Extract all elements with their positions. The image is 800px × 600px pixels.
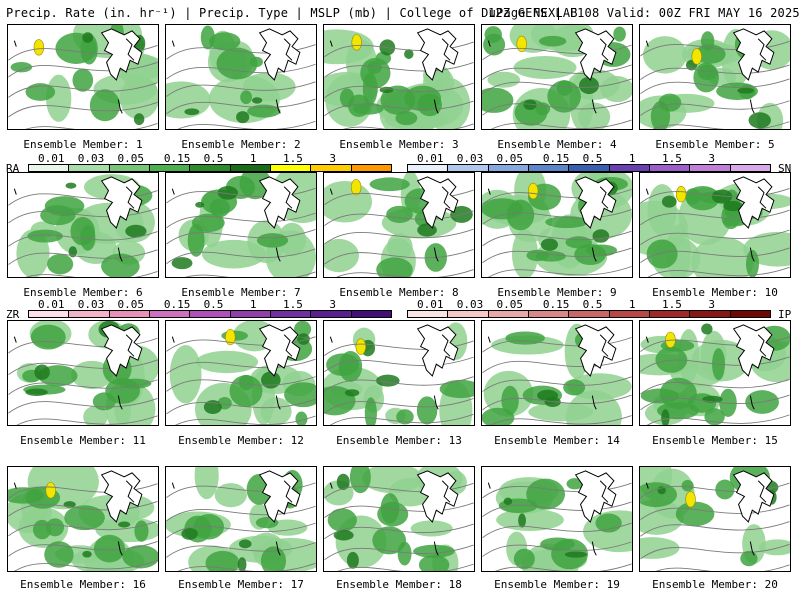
legend-swatch	[609, 165, 650, 171]
legend-swatch	[528, 311, 570, 317]
rain-label: RA	[6, 162, 20, 175]
header: Precip. Rate (in. hr⁻¹) | Precip. Type |…	[0, 0, 800, 24]
snow-color-bar	[407, 164, 771, 172]
ensemble-member-label: Ensemble Member: 10	[652, 286, 778, 299]
legend-swatch	[29, 165, 70, 171]
ensemble-member-label: Ensemble Member: 16	[20, 578, 146, 591]
legend-swatch	[109, 311, 150, 317]
ensemble-member-label: Ensemble Member: 14	[494, 434, 620, 447]
ensemble-member-label: Ensemble Member: 5	[655, 138, 775, 151]
ensemble-member-label: Ensemble Member: 6	[23, 286, 143, 299]
legend-swatch	[488, 165, 529, 171]
legend-swatch	[609, 311, 650, 317]
legend-swatch	[270, 165, 312, 171]
ensemble-map-panel	[7, 24, 159, 130]
header-title: Precip. Rate (in. hr⁻¹) | Precip. Type |…	[6, 6, 578, 20]
legend-swatch	[569, 165, 610, 171]
ice-pellets-label: IP	[778, 308, 792, 321]
freezing-rain-color-bar	[28, 310, 392, 318]
ensemble-member-label: Ensemble Member: 3	[339, 138, 459, 151]
legend-swatch	[408, 311, 449, 317]
legend-swatch	[448, 165, 489, 171]
legend-swatch	[190, 165, 231, 171]
legend-swatch	[690, 165, 731, 171]
legend-swatch	[230, 311, 271, 317]
legend-swatch	[730, 311, 770, 317]
legend-swatch	[149, 311, 191, 317]
legend-freezing-ice: ZR 0.01 0.03 0.05 0.15 0.5 1 1.5 3 0.01 …	[0, 298, 800, 324]
legend-swatch	[730, 165, 770, 171]
ensemble-member-label: Ensemble Member: 12	[178, 434, 304, 447]
ensemble-map-panel	[639, 24, 791, 130]
snow-scale-values: 0.01 0.03 0.05 0.15 0.5 1 1.5 3	[417, 152, 716, 165]
legend-swatch	[149, 165, 191, 171]
legend-swatch	[311, 165, 352, 171]
ensemble-map-panel	[165, 172, 317, 278]
ensemble-member-label: Ensemble Member: 17	[178, 578, 304, 591]
legend-swatch	[109, 165, 150, 171]
ensemble-map-panel	[481, 320, 633, 426]
ensemble-map-panel	[481, 172, 633, 278]
ensemble-map-panel	[165, 320, 317, 426]
rain-scale-values: 0.01 0.03 0.05 0.15 0.5 1 1.5 3	[38, 152, 337, 165]
ensemble-map-panel	[7, 466, 159, 572]
legend-swatch	[230, 165, 271, 171]
legend-swatch	[29, 311, 70, 317]
ensemble-member-label: Ensemble Member: 9	[497, 286, 617, 299]
ensemble-map-panel	[323, 172, 475, 278]
ensemble-map-panel	[165, 24, 317, 130]
rain-color-bar	[28, 164, 392, 172]
freezing-rain-scale-values: 0.01 0.03 0.05 0.15 0.5 1 1.5 3	[38, 298, 337, 311]
ensemble-member-label: Ensemble Member: 1	[23, 138, 143, 151]
freezing-rain-label: ZR	[6, 308, 20, 321]
ensemble-member-label: Ensemble Member: 2	[181, 138, 301, 151]
legend-swatch	[528, 165, 570, 171]
ensemble-member-label: Ensemble Member: 8	[339, 286, 459, 299]
ensemble-member-label: Ensemble Member: 20	[652, 578, 778, 591]
legend-swatch	[448, 311, 489, 317]
legend-swatch	[408, 165, 449, 171]
ensemble-member-label: Ensemble Member: 4	[497, 138, 617, 151]
legend-swatch	[488, 311, 529, 317]
ensemble-map-panel	[481, 466, 633, 572]
ensemble-member-label: Ensemble Member: 7	[181, 286, 301, 299]
legend-swatch	[351, 311, 391, 317]
legend-rain-snow: RA 0.01 0.03 0.05 0.15 0.5 1 1.5 3 0.01 …	[0, 148, 800, 175]
legend-swatch	[270, 311, 312, 317]
legend-swatch	[190, 311, 231, 317]
legend-swatch	[311, 311, 352, 317]
snow-label: SN	[778, 162, 792, 175]
legend-swatch	[690, 311, 731, 317]
ensemble-map-panel	[323, 320, 475, 426]
ensemble-map-panel	[481, 24, 633, 130]
ensemble-map-panel	[7, 320, 159, 426]
ensemble-member-label: Ensemble Member: 13	[336, 434, 462, 447]
ensemble-map-panel	[165, 466, 317, 572]
legend-swatch	[649, 311, 691, 317]
header-valid-time: 12Z GEFS | F108 Valid: 00Z FRI MAY 16 20…	[488, 6, 800, 20]
legend-swatch	[69, 165, 110, 171]
ensemble-map-panel	[323, 466, 475, 572]
ensemble-member-label: Ensemble Member: 11	[20, 434, 146, 447]
legend-swatch	[569, 311, 610, 317]
legend-swatch	[69, 311, 110, 317]
ensemble-member-label: Ensemble Member: 15	[652, 434, 778, 447]
ensemble-member-label: Ensemble Member: 18	[336, 578, 462, 591]
ensemble-member-label: Ensemble Member: 19	[494, 578, 620, 591]
ensemble-map-panel	[639, 320, 791, 426]
ensemble-map-panel	[7, 172, 159, 278]
ensemble-map-panel	[639, 466, 791, 572]
legend-swatch	[351, 165, 391, 171]
ensemble-map-panel	[639, 172, 791, 278]
ice-pellets-scale-values: 0.01 0.03 0.05 0.15 0.5 1 1.5 3	[417, 298, 716, 311]
ensemble-map-panel	[323, 24, 475, 130]
ice-pellets-color-bar	[407, 310, 771, 318]
legend-swatch	[649, 165, 691, 171]
